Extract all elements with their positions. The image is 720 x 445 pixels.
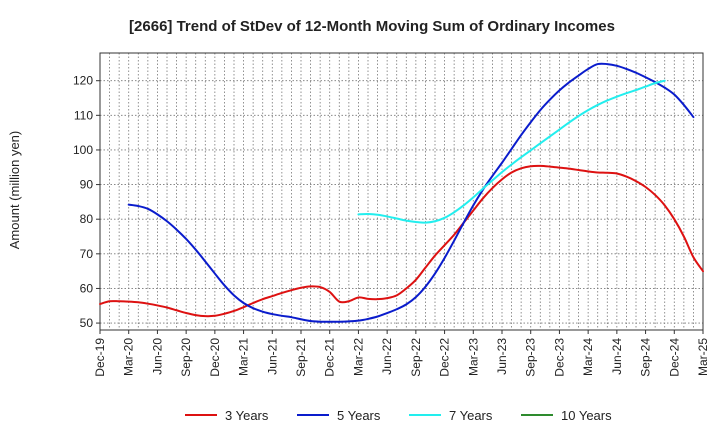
y-tick-label: 70 xyxy=(80,247,94,261)
x-tick-label: Dec-23 xyxy=(552,338,566,377)
y-tick-label: 100 xyxy=(73,143,93,157)
x-tick-label: Jun-22 xyxy=(380,338,394,375)
x-tick-label: Dec-19 xyxy=(93,338,107,377)
x-tick-label: Dec-21 xyxy=(323,338,337,377)
x-tick-label: Dec-20 xyxy=(208,338,222,377)
x-tick-label: Mar-21 xyxy=(237,338,251,376)
plot-area: 50 60 70 80 90 100 110 120 Dec-19 Mar-20 Jun-20 Sep… xyxy=(73,52,710,377)
x-tick-label: Sep-20 xyxy=(179,338,193,377)
y-tick-label: 50 xyxy=(80,316,94,330)
x-tick-label: Mar-25 xyxy=(696,338,710,376)
x-tick-label: Mar-22 xyxy=(351,338,365,376)
series-line-3-years xyxy=(99,164,704,318)
x-tick-label: Sep-24 xyxy=(639,338,653,377)
y-tick-label: 80 xyxy=(80,212,94,226)
legend-label-7-years: 7 Years xyxy=(449,408,493,423)
series-line-5-years xyxy=(127,62,695,323)
x-tick-label: Sep-23 xyxy=(524,338,538,377)
legend-label-3-years: 3 Years xyxy=(225,408,269,423)
legend: 3 Years 5 Years 7 Years 10 Years xyxy=(185,408,612,423)
x-tick-label: Jun-21 xyxy=(265,338,279,375)
x-tick-label: Jun-20 xyxy=(150,338,164,375)
series-line-7-years xyxy=(357,79,666,224)
x-tick-label: Jun-23 xyxy=(495,338,509,375)
x-tick-label: Jun-24 xyxy=(610,338,624,375)
x-tick-label: Sep-22 xyxy=(409,338,423,377)
x-tick-label: Sep-21 xyxy=(294,338,308,377)
x-tick-label: Mar-24 xyxy=(581,338,595,376)
plot-frame xyxy=(99,52,704,331)
x-tick-label: Dec-22 xyxy=(438,338,452,377)
legend-label-10-years: 10 Years xyxy=(561,408,612,423)
chart-title: [2666] Trend of StDev of 12-Month Moving… xyxy=(129,18,615,35)
y-tick-label: 90 xyxy=(80,178,94,192)
y-axis-label: Amount (million yen) xyxy=(7,131,22,250)
x-tick-label: Mar-23 xyxy=(466,338,480,376)
x-tick-label: Dec-24 xyxy=(667,338,681,377)
y-tick-label: 60 xyxy=(80,281,94,295)
legend-label-5-years: 5 Years xyxy=(337,408,381,423)
y-tick-label: 120 xyxy=(73,74,93,88)
plot-background xyxy=(100,53,703,330)
x-tick-label: Mar-20 xyxy=(122,338,136,376)
y-tick-label: 110 xyxy=(74,108,93,122)
